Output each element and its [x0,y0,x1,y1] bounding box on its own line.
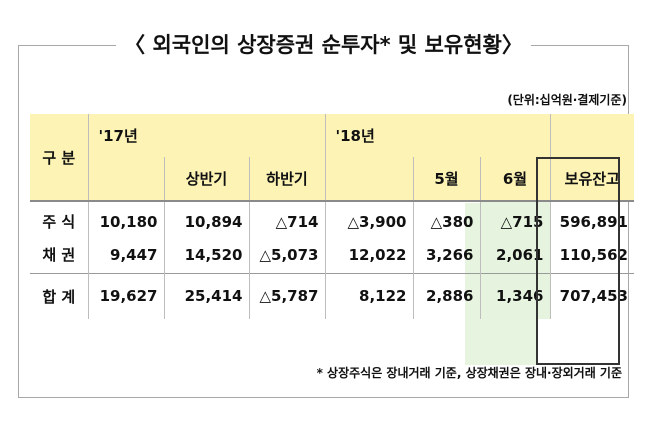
footnote: * 상장주식은 장내거래 기준, 상장채권은 장내·장외거래 기준 [316,366,622,380]
cell-2018: 12,022 [324,237,413,273]
cell-june: 1,346 [479,272,550,319]
cell-h1: 14,520 [163,237,249,273]
unit-note: (단위:십억원·결제기준) [507,93,627,107]
row-label: 합 계 [30,272,88,319]
table-row: 주 식 10,180 10,894 △714 △3,900 △380 △715 … [30,201,634,237]
header-holding-spacer [549,114,634,157]
cell-holding: 110,562 [549,237,634,273]
cell-holding: 707,453 [549,272,634,319]
cell-june: 2,061 [479,237,550,273]
cell-may: △380 [412,201,480,237]
cell-h1: 25,414 [163,272,249,319]
cell-june: △715 [479,201,550,237]
cell-h2: △714 [248,201,325,237]
header-2017-total [87,157,164,201]
table-row: 채 권 9,447 14,520 △5,073 12,022 3,266 2,0… [30,237,634,273]
cell-h1: 10,894 [163,201,249,237]
header-may: 5월 [412,157,480,201]
cell-may: 2,886 [412,272,480,319]
cell-2017: 10,180 [87,201,164,237]
header-2017: '17년 [87,114,164,157]
table-row-total: 합 계 19,627 25,414 △5,787 8,122 2,886 1,3… [30,272,634,319]
header-h2: 하반기 [248,157,325,201]
header-2018: '18년 [324,114,413,157]
cell-2018: △3,900 [324,201,413,237]
cell-holding: 596,891 [549,201,634,237]
cell-h2: △5,073 [248,237,325,273]
header-2018-total [324,157,413,201]
header-2017-spacer [164,114,325,157]
row-label: 채 권 [42,246,76,265]
page-title: 〈 외국인의 상장증권 순투자* 및 보유현황〉 [18,30,629,60]
header-2018-spacer [413,114,550,157]
cell-2017: 9,447 [87,237,164,273]
row-label: 주 식 [42,213,76,231]
header-holding: 보유잔고 [549,157,634,201]
cell-h2: △5,787 [248,272,325,319]
investment-table: 구 분 '17년 '18년 상반기 하반기 5월 6월 보유잔고 주 식 10,… [30,114,634,319]
cell-2017: 19,627 [87,272,164,319]
header-category: 구 분 [30,114,88,201]
header-h1: 상반기 [163,157,249,201]
header-june: 6월 [479,157,550,201]
cell-2018: 8,122 [324,272,413,319]
cell-may: 3,266 [412,237,480,273]
